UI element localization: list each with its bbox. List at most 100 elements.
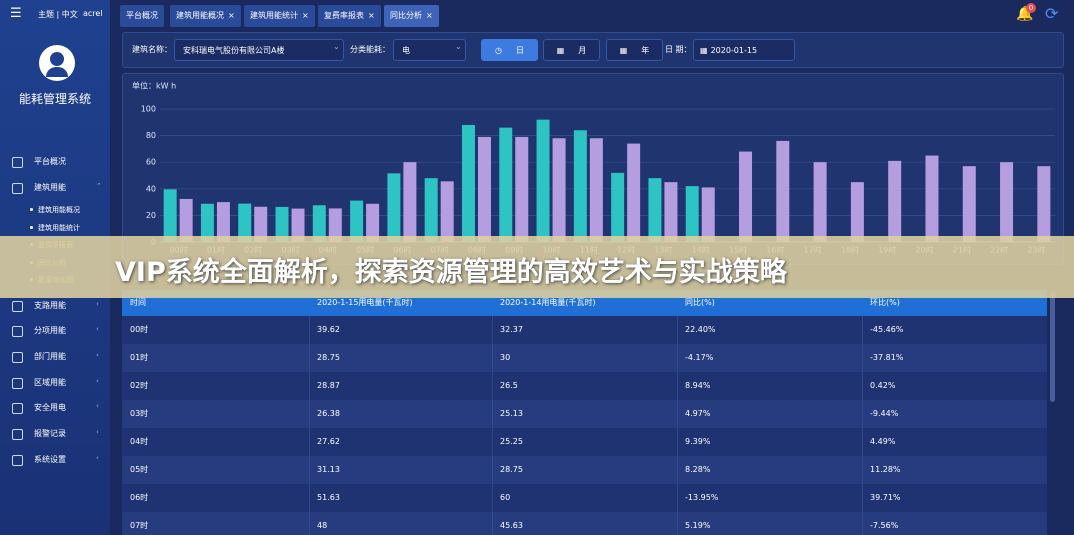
submenu-dot <box>30 225 33 229</box>
cell-divider <box>677 316 678 344</box>
y-tick-label: 100 <box>141 105 156 114</box>
menu-icon <box>12 183 23 194</box>
menu-item[interactable]: 部门用能 <box>34 351 66 361</box>
bar <box>328 208 342 242</box>
cell-divider <box>677 456 678 484</box>
scrollbar[interactable] <box>1050 292 1055 402</box>
tab[interactable]: 建筑用能概况 × <box>170 5 241 27</box>
table-row <box>122 428 1047 456</box>
date-icon: ▦ <box>700 46 708 55</box>
cell-divider <box>677 372 678 400</box>
app-title: 能耗管理系统 <box>18 92 91 106</box>
tab-close[interactable]: × <box>426 11 433 20</box>
menu-icon <box>12 429 23 440</box>
table-cell: 60 <box>500 493 511 502</box>
cell-divider <box>677 428 678 456</box>
mode-button[interactable]: ◷ 日 <box>481 39 538 61</box>
menu-arrow: ‹ <box>96 376 99 385</box>
cell-divider <box>677 484 678 512</box>
table-cell: 01时 <box>130 353 149 362</box>
notification-badge: 0 <box>1026 3 1036 13</box>
table-cell: 4.49% <box>870 437 896 446</box>
mode-button[interactable]: ▦ 年 <box>606 39 663 61</box>
menu-item[interactable]: 支路用能 <box>34 300 66 310</box>
menu-item[interactable]: 分项用能 <box>34 326 66 336</box>
mode-button[interactable]: ▦ 月 <box>543 39 600 61</box>
table-cell: 45.63 <box>500 521 523 530</box>
bar <box>776 140 790 242</box>
filter-label: 日 期： <box>665 45 692 54</box>
table-cell: -7.56% <box>870 521 899 530</box>
menu-item[interactable]: 系统设置 <box>34 454 66 464</box>
menu-item[interactable]: 建筑用能 <box>34 183 66 192</box>
table-cell: 39.71% <box>870 493 901 502</box>
tab[interactable]: 同比分析 × <box>384 5 439 27</box>
bar <box>813 162 827 242</box>
table-cell: 28.75 <box>500 465 523 474</box>
bar <box>648 178 662 242</box>
refresh-icon[interactable]: ⟳ <box>1045 4 1059 23</box>
submenu-item[interactable]: 建筑用能统计 <box>38 223 80 232</box>
table-cell: 0.42% <box>870 381 896 390</box>
table-cell: -45.46% <box>870 325 904 334</box>
submenu-dot <box>30 208 33 211</box>
submenu-item[interactable]: 建筑用能概况 <box>38 206 80 214</box>
tab[interactable]: 平台概况 <box>120 5 164 27</box>
cell-divider <box>492 428 493 456</box>
menu-toggle[interactable]: ☰ <box>10 6 22 21</box>
menu-icon <box>12 377 23 389</box>
building-select[interactable]: 安科瑞电气股份有限公司A楼 <box>174 39 344 61</box>
bar <box>291 208 305 242</box>
bar <box>163 189 177 242</box>
user-name[interactable]: acrel <box>83 9 103 18</box>
cell-divider <box>492 400 493 428</box>
date-input[interactable]: ▦ 2020-01-15 <box>693 39 795 61</box>
tab-label: 平台概况 <box>126 11 158 20</box>
table-row <box>122 456 1047 484</box>
bar <box>962 166 976 242</box>
bar <box>664 182 678 242</box>
table-cell: 00时 <box>130 325 149 334</box>
table-cell: 51.63 <box>317 493 340 502</box>
table-cell: 25.25 <box>500 437 523 446</box>
bar <box>573 130 587 242</box>
y-axis-label: 单位：kW h <box>132 81 176 91</box>
menu-item[interactable]: 区域用能 <box>34 377 66 387</box>
cell-divider <box>309 428 310 456</box>
tab[interactable]: 建筑用能统计 × <box>244 5 315 27</box>
logo <box>39 45 75 81</box>
menu-item[interactable]: 安全用电 <box>34 403 66 413</box>
top-bar-links[interactable]: 主题 | 中文 <box>38 10 78 19</box>
cell-divider <box>492 372 493 400</box>
cell-divider <box>492 344 493 372</box>
tab-close[interactable]: × <box>228 11 235 20</box>
tab-label: 复费率报表 <box>324 11 364 20</box>
cell-divider <box>862 400 863 428</box>
menu-icon <box>12 326 23 338</box>
table-cell: 25.13 <box>500 409 523 418</box>
column-header: 环比(%) <box>870 298 900 307</box>
table-cell: 11.28% <box>870 465 901 474</box>
cell-divider <box>862 456 863 484</box>
menu-item[interactable]: 报警记录 <box>34 429 66 438</box>
y-tick-label: 20 <box>146 211 156 220</box>
banner-text: VIP系统全面解析，探索资源管理的高效艺术与实战策略 <box>115 257 787 288</box>
bar <box>238 203 252 242</box>
menu-item[interactable]: 平台概况 <box>34 157 66 166</box>
cell-divider <box>862 512 863 535</box>
tab[interactable]: 复费率报表 × <box>318 5 381 27</box>
table-cell: 39.62 <box>317 325 340 334</box>
bar <box>1037 166 1051 242</box>
y-tick-label: 80 <box>146 131 156 140</box>
bar <box>739 151 753 242</box>
cell-divider <box>677 344 678 372</box>
mode-label: 月 <box>578 46 587 55</box>
tab-close[interactable]: × <box>368 11 375 20</box>
bar <box>515 136 529 242</box>
banner: VIP系统全面解析，探索资源管理的高效艺术与实战策略 <box>0 236 1074 298</box>
category-select[interactable]: 电 <box>393 39 466 61</box>
filter-label: 建筑名称： <box>132 45 172 54</box>
tab-close[interactable]: × <box>302 11 309 20</box>
